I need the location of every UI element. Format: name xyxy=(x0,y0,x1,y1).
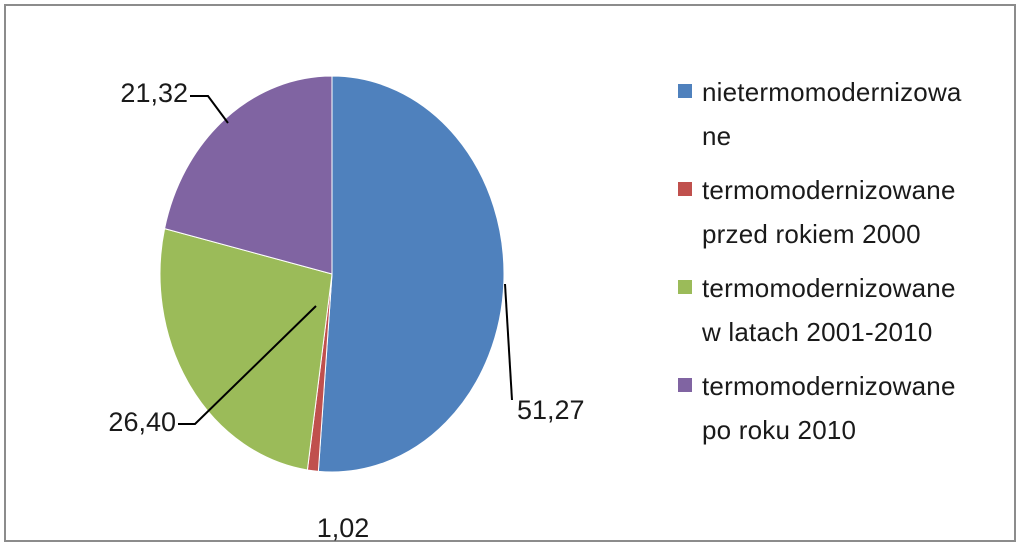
pie-slice-2001-2010 xyxy=(159,227,333,471)
legend-label-line1: termomodernizowane xyxy=(702,175,956,205)
legend-label-line1: termomodernizowane xyxy=(702,371,956,401)
legend-item-2001-2010: termomodernizowane w latach 2001-2010 xyxy=(678,266,1008,354)
legend-item-po-2010: termomodernizowane po roku 2010 xyxy=(678,364,1008,452)
legend-swatch-green xyxy=(678,280,692,294)
legend-swatch-red xyxy=(678,182,692,196)
legend-label-line2: ne xyxy=(702,121,732,151)
legend-item-przed-2000: termomodernizowane przed rokiem 2000 xyxy=(678,168,1008,256)
chart-legend: nietermomodernizowa ne termomodernizowan… xyxy=(678,70,1008,462)
leader-line-nietermomodernizowane xyxy=(504,283,513,401)
legend-item-nietermomodernizowane: nietermomodernizowa ne xyxy=(678,70,1008,158)
legend-label-line2: przed rokiem 2000 xyxy=(702,219,921,249)
legend-swatch-blue xyxy=(678,84,692,98)
data-label-2001-2010: 26,40 xyxy=(108,407,176,437)
leader-line-po-2010 xyxy=(190,95,229,124)
leader-line-2001-2010 xyxy=(178,305,317,425)
legend-label-line1: nietermomodernizowa xyxy=(702,77,962,107)
legend-label-line2: po roku 2010 xyxy=(702,415,857,445)
pie-slice-nietermomodernizowane xyxy=(317,75,505,473)
legend-swatch-purple xyxy=(678,378,692,392)
legend-label-line1: termomodernizowane xyxy=(702,273,956,303)
data-label-przed-2000: 1,02 xyxy=(317,513,370,543)
data-label-nietermomodernizowane: 51,27 xyxy=(517,395,585,425)
data-label-po-2010: 21,32 xyxy=(120,78,188,108)
legend-label-line2: w latach 2001-2010 xyxy=(702,317,933,347)
